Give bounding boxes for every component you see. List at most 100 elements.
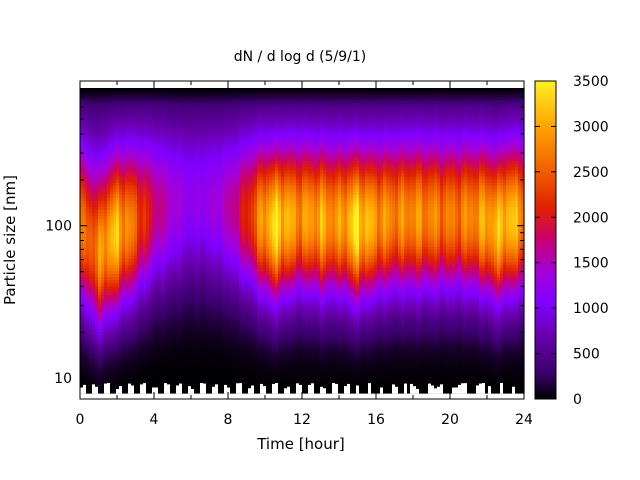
heatmap-cell [101, 274, 105, 278]
heatmap-cell [89, 280, 93, 284]
heatmap-cell [89, 176, 93, 181]
heatmap-cell [122, 243, 126, 248]
heatmap-cell [137, 249, 141, 254]
heatmap-cell [143, 115, 147, 120]
heatmap-cell [119, 161, 123, 165]
heatmap-cell [104, 152, 108, 156]
heatmap-cell [86, 371, 90, 376]
heatmap-cell [164, 149, 168, 153]
heatmap-cell [167, 115, 171, 120]
heatmap-cell [155, 173, 159, 178]
heatmap-cell [140, 88, 144, 92]
heatmap-cell [98, 240, 102, 245]
heatmap-cell [167, 301, 171, 306]
heatmap-cell [119, 216, 123, 220]
heatmap-cell [86, 176, 90, 181]
heatmap-cell [104, 234, 108, 239]
heatmap-cell [83, 356, 87, 361]
heatmap-cell [113, 182, 117, 187]
heatmap-cell [92, 173, 96, 178]
heatmap-cell [155, 124, 159, 129]
heatmap-cell [116, 374, 120, 379]
heatmap-cell [110, 255, 114, 260]
heatmap-cell [113, 225, 117, 229]
heatmap-cell [80, 133, 84, 138]
heatmap-cell [161, 371, 165, 376]
heatmap-cell [89, 298, 93, 303]
heatmap-cell [80, 91, 84, 95]
heatmap-cell [128, 219, 132, 223]
heatmap-cell [149, 161, 153, 165]
heatmap-cell [143, 121, 147, 126]
heatmap-cell [131, 115, 135, 120]
heatmap-cell [152, 179, 156, 184]
heatmap-cell [140, 298, 144, 303]
heatmap-cell [98, 264, 102, 269]
heatmap-cell [110, 252, 114, 257]
heatmap-cell [107, 313, 111, 318]
heatmap-cell [107, 115, 111, 120]
heatmap-cell [140, 130, 144, 135]
heatmap-cell [143, 374, 147, 379]
heatmap-cell [122, 310, 126, 315]
heatmap-cell [158, 94, 162, 98]
heatmap-cell [161, 356, 165, 361]
heatmap-cell [113, 237, 117, 242]
heatmap-cell [164, 179, 168, 184]
heatmap-cell [164, 307, 168, 312]
heatmap-cell [164, 237, 168, 242]
heatmap-cell [152, 295, 156, 300]
heatmap-cell [92, 359, 96, 364]
heatmap-cell [155, 176, 159, 181]
heatmap-cell [149, 255, 153, 260]
heatmap-cell [155, 237, 159, 242]
heatmap-cell [98, 219, 102, 223]
heatmap-cell [107, 182, 111, 187]
heatmap-cell [86, 362, 90, 367]
heatmap-cell [131, 344, 135, 348]
heatmap-cell [131, 210, 135, 214]
heatmap-cell [131, 118, 135, 123]
heatmap-cell [107, 335, 111, 339]
heatmap-cell [128, 240, 132, 245]
heatmap-cell [164, 222, 168, 226]
heatmap-cell [83, 335, 87, 339]
heatmap-cell [104, 304, 108, 309]
heatmap-cell [164, 377, 168, 382]
heatmap-cell [146, 167, 150, 171]
heatmap-cell [167, 121, 171, 126]
heatmap-cell [110, 283, 114, 287]
heatmap-cell [152, 173, 156, 178]
heatmap-cell [101, 133, 105, 138]
heatmap-cell [95, 191, 99, 196]
heatmap-cell [89, 286, 93, 290]
heatmap-cell [116, 167, 120, 171]
heatmap-cell [113, 255, 117, 260]
heatmap-cell [86, 271, 90, 275]
heatmap-cell [98, 280, 102, 284]
heatmap-cell [134, 243, 138, 248]
heatmap-cell [98, 350, 102, 354]
heatmap-cell [155, 228, 159, 232]
heatmap-cell [152, 106, 156, 110]
heatmap-cell [83, 353, 87, 357]
heatmap-cell [152, 374, 156, 379]
heatmap-cells [80, 88, 525, 394]
heatmap-cell [158, 91, 162, 95]
heatmap-cell [167, 298, 171, 303]
heatmap-cell [128, 252, 132, 257]
heatmap-cell [167, 237, 171, 242]
heatmap-cell [149, 109, 153, 113]
heatmap-cell [110, 347, 114, 351]
heatmap-cell [146, 389, 150, 394]
heatmap-cell [143, 149, 147, 153]
heatmap-cell [140, 325, 144, 330]
heatmap-cell [134, 298, 138, 303]
heatmap-cell [98, 164, 102, 168]
heatmap-cell [89, 271, 93, 275]
heatmap-cell [128, 350, 132, 354]
heatmap-cell [122, 249, 126, 254]
heatmap-cell [89, 295, 93, 300]
heatmap-cell [92, 158, 96, 162]
heatmap-cell [128, 152, 132, 156]
